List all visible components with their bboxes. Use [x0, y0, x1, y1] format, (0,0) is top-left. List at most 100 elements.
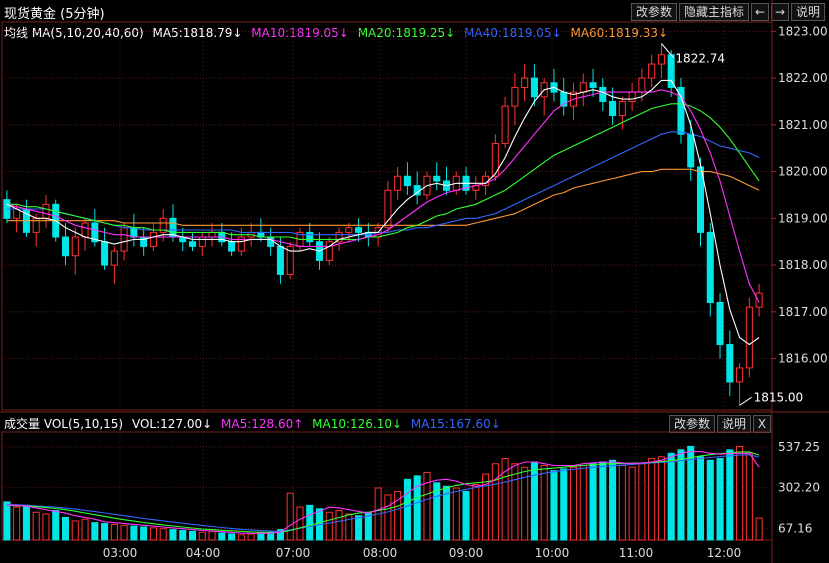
time-tick-label: 12:00	[707, 546, 742, 560]
volume-bar	[169, 529, 177, 541]
time-tick-label: 11:00	[619, 546, 654, 560]
volume-tick-label: 537.25	[778, 440, 820, 454]
price-tick-label: 1818.00	[778, 258, 828, 272]
vol-toolbar: 改参数 说明 X	[668, 415, 771, 433]
volume-bar	[159, 528, 167, 541]
ma40-value: MA40:1819.05↓	[464, 26, 562, 40]
candle-body	[638, 77, 646, 93]
candle-body	[276, 245, 284, 275]
candle-body	[521, 77, 529, 88]
price-tick-label: 1823.00	[778, 24, 828, 38]
candle-body	[149, 231, 157, 247]
volume-bar	[648, 458, 656, 541]
volume-bar	[726, 449, 734, 541]
candle-body	[726, 344, 734, 383]
time-tick-label: 08:00	[363, 546, 398, 560]
volume-bar	[208, 530, 216, 541]
volume-bar	[687, 445, 695, 541]
volume-tick-label: 67.16	[778, 521, 812, 535]
candle-body	[706, 231, 714, 303]
candle-body	[736, 367, 744, 383]
volume-bar	[501, 458, 509, 541]
volume-bar	[384, 494, 392, 541]
ma5-value: MA5:1818.79↓	[152, 26, 243, 40]
candle-body	[208, 231, 216, 238]
volume-bar	[706, 459, 714, 541]
volume-bar	[110, 523, 118, 541]
candle-body	[286, 245, 294, 275]
vol-ma15-value: MA15:167.60↓	[410, 417, 501, 431]
volume-bar	[589, 463, 597, 541]
ma10-value: MA10:1819.05↓	[251, 26, 349, 40]
volume-bar	[218, 532, 226, 541]
price-tick-label: 1816.00	[778, 352, 828, 366]
candle-body	[530, 77, 538, 98]
candle-body	[81, 222, 89, 238]
volume-bar	[32, 511, 40, 541]
candle-body	[657, 54, 665, 65]
volume-bar	[52, 510, 60, 541]
vol-legend: 成交量 VOL(5,10,15) VOL:127.00↓ MA5:128.60↑…	[4, 415, 506, 432]
ma5-line	[6, 79, 760, 346]
candle-body	[628, 91, 636, 102]
candle-body	[267, 236, 275, 247]
volume-bar	[442, 485, 451, 541]
volume-bar	[81, 518, 89, 541]
scroll-left-button[interactable]: ←	[750, 3, 769, 21]
volume-bar	[120, 524, 128, 541]
low-pointer	[739, 396, 752, 406]
candle-body	[159, 217, 167, 233]
volume-bar	[149, 527, 157, 541]
candle-body	[198, 236, 206, 247]
time-tick-label: 09:00	[449, 546, 484, 560]
vol-ma15-line	[6, 454, 760, 532]
candle-body	[101, 241, 109, 266]
candle-body	[91, 222, 99, 243]
volume-bar	[403, 478, 411, 541]
candle-body	[648, 63, 656, 79]
candle-body	[716, 301, 724, 346]
candle-body	[589, 82, 597, 88]
volume-bar	[71, 520, 79, 541]
candle-body	[667, 54, 675, 88]
volume-bar	[413, 475, 421, 541]
candle-body	[228, 241, 236, 252]
ma60-value: MA60:1819.33↓	[570, 26, 669, 40]
volume-bar	[472, 484, 480, 541]
candle-body	[188, 241, 197, 247]
candle-body	[120, 227, 128, 252]
volume-bar	[667, 452, 675, 541]
candle-body	[325, 241, 333, 261]
candle-body	[677, 86, 685, 135]
candle-body	[42, 203, 50, 219]
volume-bar	[462, 490, 470, 541]
high-pointer	[661, 43, 674, 58]
volume-bar	[228, 533, 236, 541]
ma20-value: MA20:1819.25↓	[357, 26, 456, 40]
candle-body	[110, 250, 118, 266]
price-tick-label: 1820.00	[778, 165, 828, 179]
hide-main-indicator-button[interactable]: 隐藏主指标	[678, 3, 749, 21]
volume-tick-label: 302.20	[778, 481, 820, 495]
volume-bar	[618, 464, 626, 541]
candle-body	[403, 175, 411, 187]
candle-body	[335, 231, 343, 243]
volume-bar	[61, 516, 70, 541]
volume-bar	[530, 461, 538, 541]
volume-bar	[755, 517, 763, 541]
candle-body	[579, 82, 587, 93]
vol-ma5-value: MA5:128.60↑	[221, 417, 304, 431]
scroll-right-button[interactable]: →	[770, 3, 789, 21]
volume-bar	[423, 471, 431, 541]
ma40-line	[6, 131, 760, 236]
volume-bar	[42, 513, 50, 541]
candle-body	[433, 175, 441, 182]
volume-bar	[286, 492, 294, 541]
vol-ma10-value: MA10:126.10↓	[312, 417, 403, 431]
change-params-button[interactable]: 改参数	[630, 3, 677, 21]
candle-body	[511, 86, 519, 107]
help-button[interactable]: 说明	[790, 3, 825, 21]
volume-bar	[140, 526, 148, 541]
low-label: 1815.00	[754, 390, 804, 404]
volume-bar	[560, 468, 568, 541]
